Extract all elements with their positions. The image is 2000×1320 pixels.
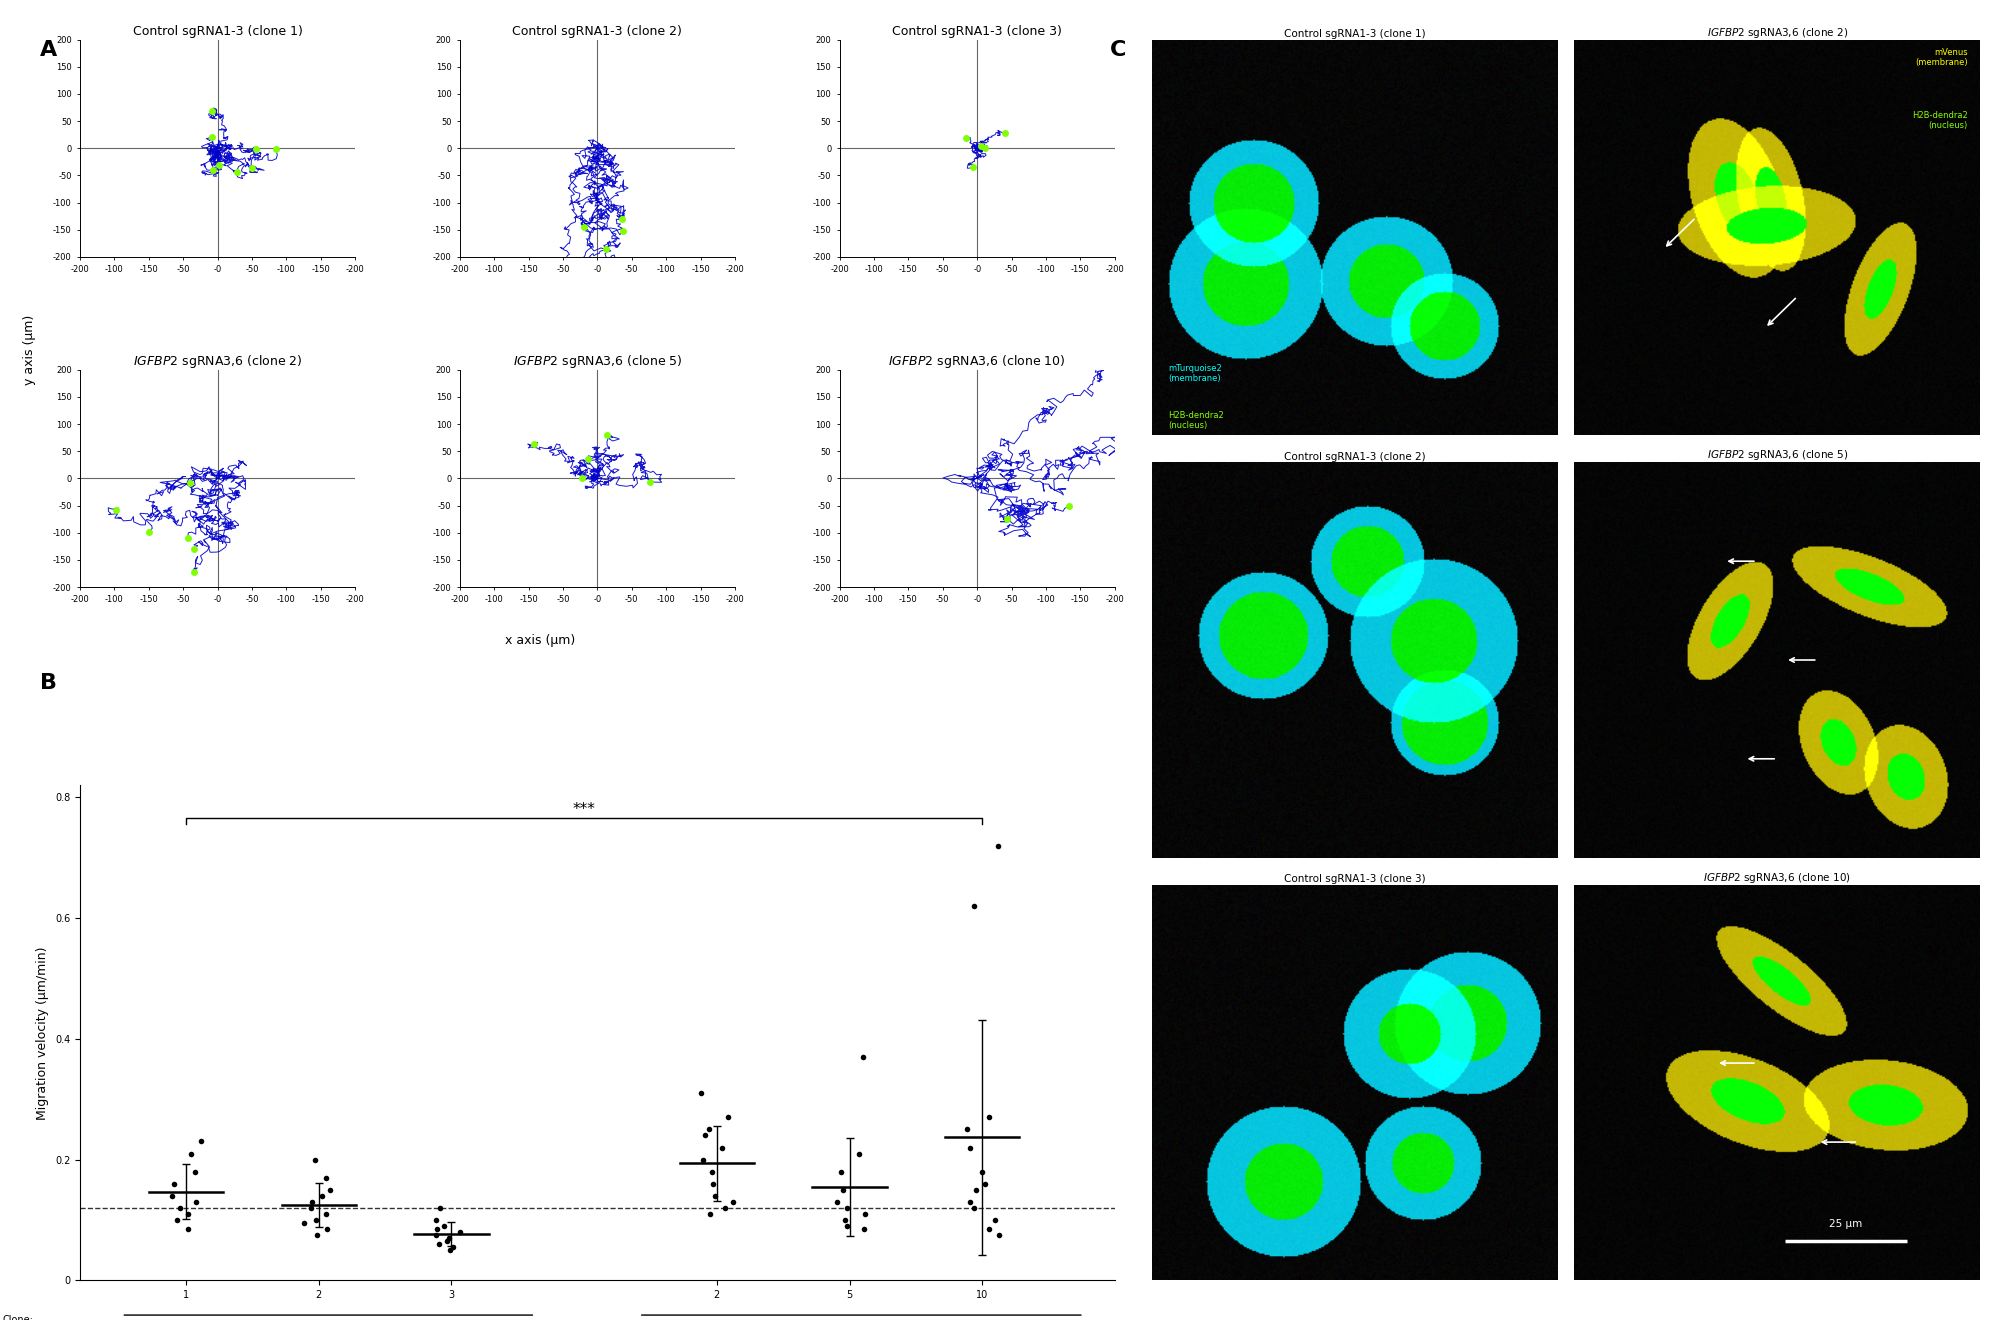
Text: mTurquoise2
(membrane): mTurquoise2 (membrane) [1168,363,1222,383]
Point [172,1218,204,1239]
Point [954,1192,986,1213]
Text: ***: *** [572,801,596,817]
Point [830,1197,862,1218]
Title: $\mathit{IGFBP2}$ sgRNA3,6 (clone 5): $\mathit{IGFBP2}$ sgRNA3,6 (clone 5) [1706,449,1848,462]
Point [712,1106,744,1127]
Point [314,1179,346,1200]
Text: Clone:: Clone: [2,1315,34,1320]
Point [444,1221,476,1242]
Point [434,1228,466,1249]
Point [972,1218,1004,1239]
Point [820,1192,852,1213]
Point [296,1192,328,1213]
Point [694,1119,726,1140]
Point [696,1162,728,1183]
Title: $\mathit{IGFBP2}$ sgRNA3,6 (clone 5): $\mathit{IGFBP2}$ sgRNA3,6 (clone 5) [512,352,682,370]
Point [690,1125,722,1146]
Point [828,1209,860,1230]
Point [958,1197,990,1218]
Point [826,1179,858,1200]
Point [296,1197,328,1218]
Title: $\mathit{IGFBP2}$ sgRNA3,6 (clone 2): $\mathit{IGFBP2}$ sgRNA3,6 (clone 2) [132,352,302,370]
Point [424,1197,456,1218]
Text: C: C [1110,40,1126,59]
Point [164,1197,196,1218]
Text: B: B [40,673,56,693]
Point [974,1106,1006,1127]
Point [848,1047,880,1068]
Point [848,1204,880,1225]
Point [718,1192,750,1213]
Title: Control sgRNA1-3 (clone 2): Control sgRNA1-3 (clone 2) [512,25,682,38]
Point [156,1185,188,1206]
Point [306,1185,338,1206]
Point [954,1137,986,1158]
Point [960,1179,992,1200]
Text: 25 μm: 25 μm [1830,1220,1862,1229]
Title: $\mathit{IGFBP2}$ sgRNA3,6 (clone 10): $\mathit{IGFBP2}$ sgRNA3,6 (clone 10) [1704,871,1850,886]
Title: Control sgRNA1-3 (clone 3): Control sgRNA1-3 (clone 3) [892,25,1062,38]
Text: mVenus
(membrane): mVenus (membrane) [1916,48,1968,67]
Point [958,895,990,916]
Point [310,1167,342,1188]
Point [848,1218,880,1239]
Point [950,1119,982,1140]
Point [158,1173,190,1195]
Point [698,1185,730,1206]
Point [826,1162,858,1183]
Point [434,1239,466,1261]
Title: Control sgRNA1-3 (clone 1): Control sgRNA1-3 (clone 1) [132,25,302,38]
Point [982,836,1014,857]
Point [162,1209,194,1230]
Y-axis label: Migration velocity (μm/min): Migration velocity (μm/min) [36,946,50,1119]
Point [688,1148,720,1170]
Point [178,1162,210,1183]
Point [288,1213,320,1234]
Point [978,1209,1010,1230]
Point [172,1204,204,1225]
Text: A: A [40,40,58,59]
Point [694,1204,726,1225]
Point [966,1162,998,1183]
Title: $\mathit{IGFBP2}$ sgRNA3,6 (clone 2): $\mathit{IGFBP2}$ sgRNA3,6 (clone 2) [1706,25,1848,40]
Text: H2B-dendra2
(nucleus): H2B-dendra2 (nucleus) [1912,111,1968,131]
Point [684,1082,716,1104]
Text: x axis (μm): x axis (μm) [504,634,576,647]
Point [696,1173,728,1195]
Point [184,1131,216,1152]
Point [832,1216,864,1237]
Point [424,1234,456,1255]
Point [430,1230,462,1251]
Point [428,1216,460,1237]
Point [438,1237,470,1258]
Title: Control sgRNA1-3 (clone 2): Control sgRNA1-3 (clone 2) [1284,451,1426,462]
Point [312,1218,344,1239]
Point [420,1209,452,1230]
Title: Control sgRNA1-3 (clone 1): Control sgRNA1-3 (clone 1) [1284,29,1426,38]
Point [420,1218,452,1239]
Point [300,1148,332,1170]
Point [706,1137,738,1158]
Point [176,1143,208,1164]
Point [844,1143,876,1164]
Title: Control sgRNA1-3 (clone 3): Control sgRNA1-3 (clone 3) [1284,874,1426,884]
Title: $\mathit{IGFBP2}$ sgRNA3,6 (clone 10): $\mathit{IGFBP2}$ sgRNA3,6 (clone 10) [888,352,1066,370]
Point [180,1192,212,1213]
Point [302,1225,334,1246]
Point [310,1204,342,1225]
Point [300,1209,332,1230]
Point [984,1225,1016,1246]
Text: H2B-dendra2
(nucleus): H2B-dendra2 (nucleus) [1168,411,1224,430]
Point [708,1197,740,1218]
Text: y axis (μm): y axis (μm) [24,314,36,385]
Point [970,1173,1002,1195]
Point [420,1225,452,1246]
